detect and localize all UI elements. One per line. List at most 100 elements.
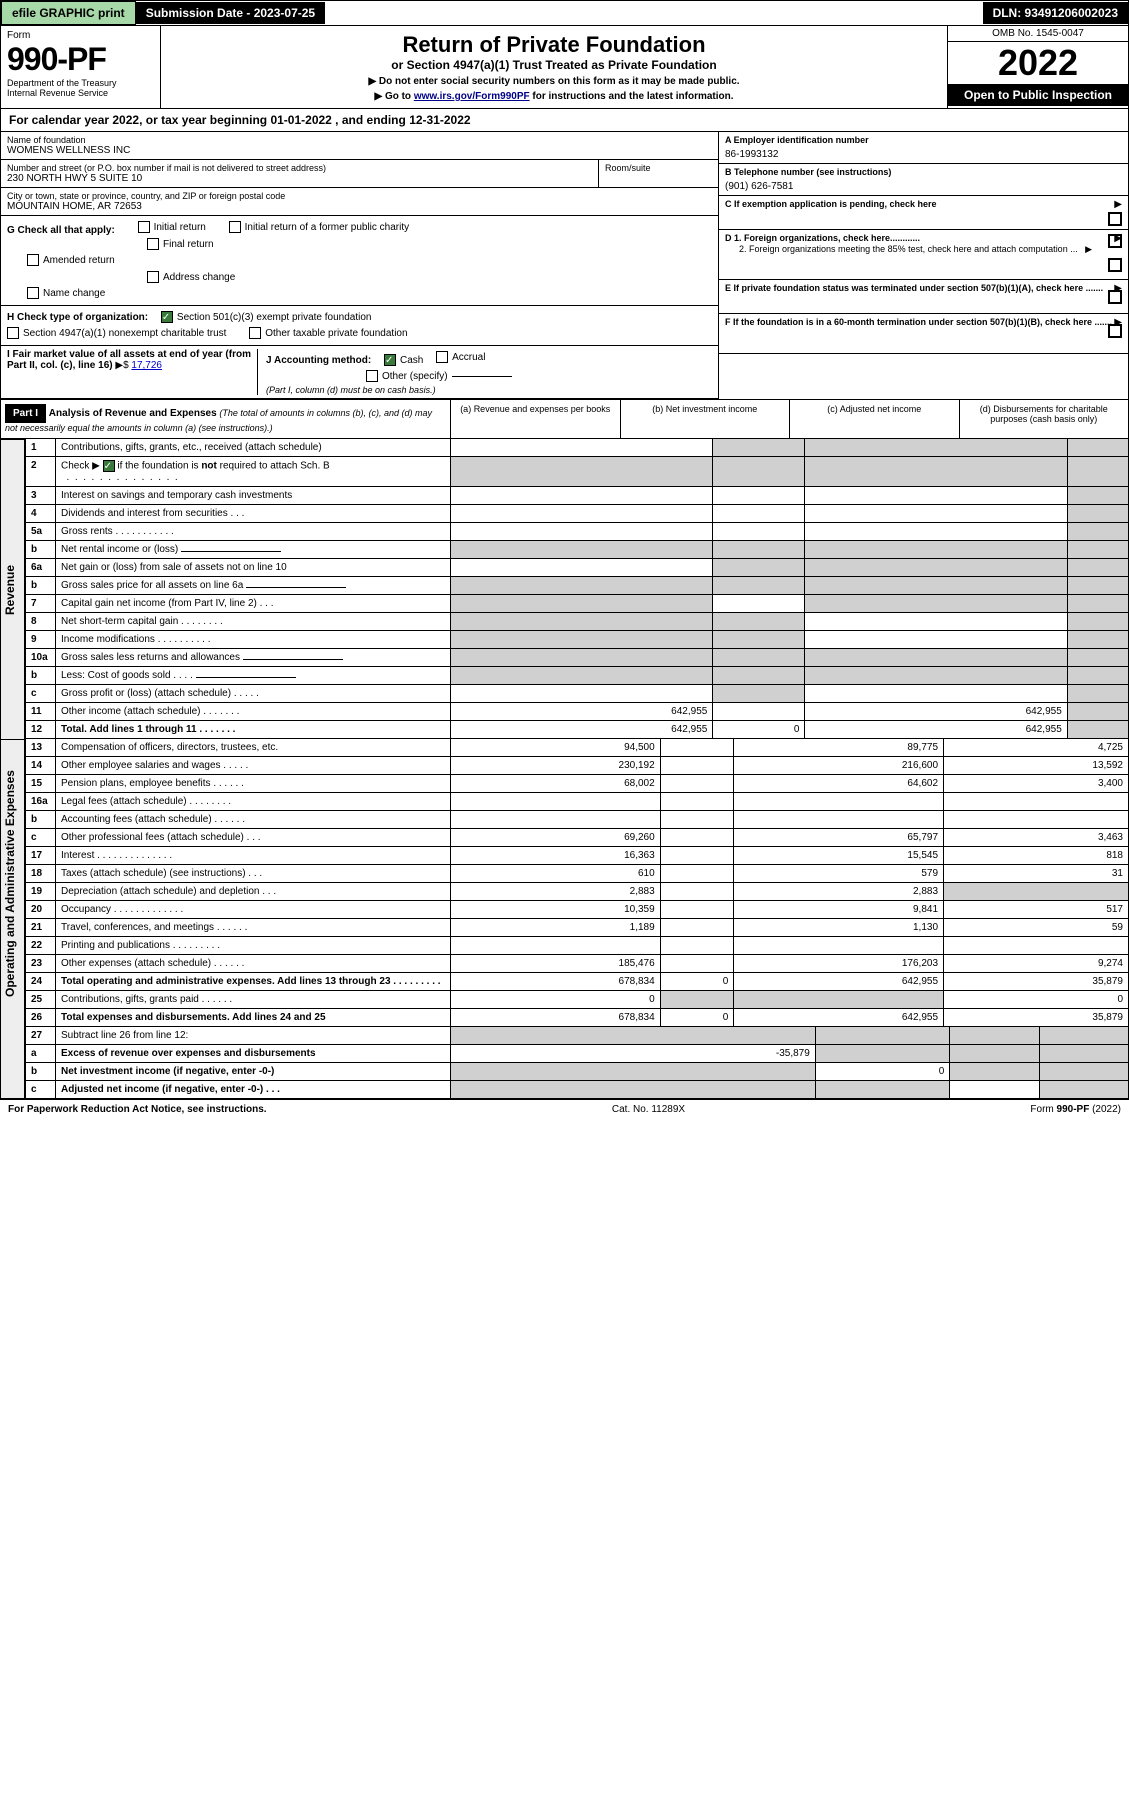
- chk-e-terminated[interactable]: [1108, 290, 1122, 304]
- row-line-num: 23: [26, 955, 56, 973]
- cell-amount: [660, 883, 734, 901]
- chk-other-method[interactable]: [366, 370, 378, 382]
- cell-grey: [1039, 1063, 1128, 1081]
- chk-d1-foreign[interactable]: [1108, 234, 1122, 248]
- cell-grey: [1067, 631, 1128, 649]
- cell-amount: [660, 937, 734, 955]
- name-label: Name of foundation: [7, 135, 712, 145]
- efile-print-button[interactable]: efile GRAPHIC print: [1, 1, 136, 25]
- cell-amount: 13,592: [944, 757, 1129, 775]
- cell-amount: [713, 505, 805, 523]
- cell-amount: [805, 487, 1067, 505]
- cell-grey: [734, 991, 944, 1009]
- cell-amount: [805, 613, 1067, 631]
- cell-amount: 35,879: [944, 1009, 1129, 1027]
- form-header: Form 990-PF Department of the Treasury I…: [0, 26, 1129, 109]
- fmv-link[interactable]: 17,726: [131, 360, 162, 371]
- cell-grey: [1039, 1027, 1128, 1045]
- table-row: 14Other employee salaries and wages . . …: [26, 757, 1129, 775]
- row-desc: Net gain or (loss) from sale of assets n…: [56, 559, 451, 577]
- row-line-num: 25: [26, 991, 56, 1009]
- row-desc: Dividends and interest from securities .…: [56, 505, 451, 523]
- row-line-num: b: [26, 811, 56, 829]
- cell-amount: [660, 793, 734, 811]
- row-desc: Interest . . . . . . . . . . . . . .: [56, 847, 451, 865]
- open-inspection: Open to Public Inspection: [948, 84, 1128, 106]
- table-row: 8Net short-term capital gain . . . . . .…: [26, 613, 1129, 631]
- chk-cash[interactable]: [384, 354, 396, 366]
- chk-c-pending[interactable]: [1108, 212, 1122, 226]
- chk-initial-former[interactable]: [229, 221, 241, 233]
- cell-amount: 642,955: [734, 973, 944, 991]
- form-instructions-link[interactable]: www.irs.gov/Form990PF: [414, 91, 530, 102]
- chk-amended-return[interactable]: [27, 254, 39, 266]
- cell-amount: 3,400: [944, 775, 1129, 793]
- row-desc: Contributions, gifts, grants, etc., rece…: [56, 439, 451, 457]
- cell-amount: [805, 631, 1067, 649]
- row-line-num: 2: [26, 457, 56, 487]
- cell-amount: [451, 505, 713, 523]
- cell-amount: [451, 487, 713, 505]
- table-row: 3Interest on savings and temporary cash …: [26, 487, 1129, 505]
- row-desc: Travel, conferences, and meetings . . . …: [56, 919, 451, 937]
- chk-f-60month[interactable]: [1108, 324, 1122, 338]
- cell-grey: [805, 595, 1067, 613]
- table-row: 16aLegal fees (attach schedule) . . . . …: [26, 793, 1129, 811]
- tax-year-end: 12-31-2022: [409, 113, 470, 127]
- cell-amount: [660, 955, 734, 973]
- cell-grey: [1067, 685, 1128, 703]
- chk-501c3[interactable]: [161, 311, 173, 323]
- footer-left: For Paperwork Reduction Act Notice, see …: [8, 1104, 267, 1115]
- table-row: 11Other income (attach schedule) . . . .…: [26, 703, 1129, 721]
- table-row: bLess: Cost of goods sold . . . .: [26, 667, 1129, 685]
- table-row: 5aGross rents . . . . . . . . . . .: [26, 523, 1129, 541]
- chk-name-change[interactable]: [27, 287, 39, 299]
- row-desc: Total expenses and disbursements. Add li…: [56, 1009, 451, 1027]
- table-row: 13Compensation of officers, directors, t…: [26, 739, 1129, 757]
- cell-amount: [660, 865, 734, 883]
- chk-4947a1[interactable]: [7, 327, 19, 339]
- cell-grey: [1039, 1081, 1128, 1099]
- cell-amount: 0: [713, 721, 805, 739]
- cell-grey: [944, 883, 1129, 901]
- col-b-header: (b) Net investment income: [621, 400, 791, 438]
- cell-amount: 31: [944, 865, 1129, 883]
- c-label: C If exemption application is pending, c…: [725, 199, 937, 209]
- row-line-num: c: [26, 1081, 56, 1099]
- cell-grey: [1067, 667, 1128, 685]
- table-row: 7Capital gain net income (from Part IV, …: [26, 595, 1129, 613]
- chk-initial-return[interactable]: [138, 221, 150, 233]
- addr-label: Number and street (or P.O. box number if…: [7, 163, 592, 173]
- cell-amount: 642,955: [734, 1009, 944, 1027]
- cell-amount: 0: [944, 991, 1129, 1009]
- row-desc: Pension plans, employee benefits . . . .…: [56, 775, 451, 793]
- cell-grey: [815, 1027, 950, 1045]
- cell-amount: [944, 793, 1129, 811]
- chk-d2-85pct[interactable]: [1108, 258, 1122, 272]
- ein-label: A Employer identification number: [725, 135, 1122, 145]
- row-desc: Compensation of officers, directors, tru…: [56, 739, 451, 757]
- instr-no-ssn: ▶ Do not enter social security numbers o…: [171, 76, 937, 87]
- cell-amount: 2,883: [734, 883, 944, 901]
- row-line-num: 20: [26, 901, 56, 919]
- form-label: Form: [7, 30, 154, 41]
- cell-amount: 94,500: [451, 739, 661, 757]
- revenue-side-label: Revenue: [0, 439, 25, 739]
- row-desc: Gross sales price for all assets on line…: [56, 577, 451, 595]
- irs-label: Internal Revenue Service: [7, 88, 154, 98]
- top-bar: efile GRAPHIC print Submission Date - 20…: [0, 0, 1129, 26]
- table-row: 1Contributions, gifts, grants, etc., rec…: [26, 439, 1129, 457]
- cell-amount: 15,545: [734, 847, 944, 865]
- chk-accrual[interactable]: [436, 351, 448, 363]
- row-desc: Net rental income or (loss): [56, 541, 451, 559]
- row-desc: Total operating and administrative expen…: [56, 973, 451, 991]
- cell-amount: 69,260: [451, 829, 661, 847]
- chk-other-taxable[interactable]: [249, 327, 261, 339]
- chk-final-return[interactable]: [147, 238, 159, 250]
- cell-grey: [1067, 559, 1128, 577]
- cell-amount: [451, 559, 713, 577]
- row-line-num: 6a: [26, 559, 56, 577]
- chk-address-change[interactable]: [147, 271, 159, 283]
- row-desc: Less: Cost of goods sold . . . .: [56, 667, 451, 685]
- cell-grey: [950, 1027, 1039, 1045]
